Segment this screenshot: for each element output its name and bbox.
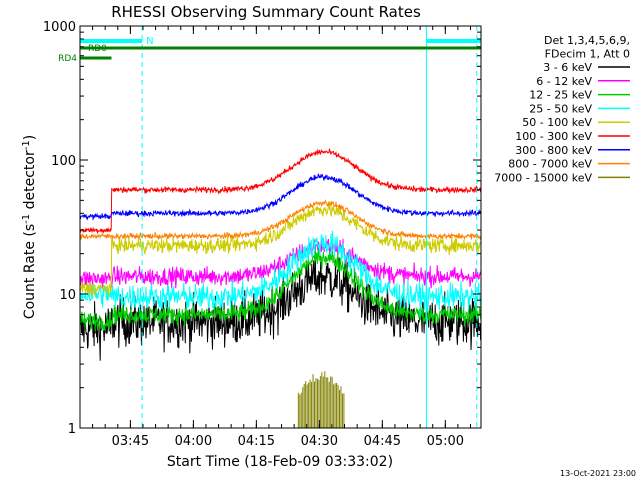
x-tick-label: 04:00 — [175, 434, 212, 449]
plot-frame — [79, 25, 482, 429]
legend-label: 800 - 7000 keV — [508, 158, 592, 171]
axes-layer: 03:45 04:00 04:15 04:30 04:45 05:00 1 10 100 1000 — [43, 20, 481, 449]
series-line-7 — [80, 199, 482, 241]
legend-label: 25 - 50 keV — [529, 102, 592, 115]
y-axis-label-sup: -1 — [21, 140, 32, 150]
y-axis-label-part: ) — [22, 135, 38, 140]
series-line-2 — [79, 245, 482, 333]
legend: Det 1,3,4,5,6,9,FDecim 1, Att 03 - 6 keV… — [494, 34, 630, 184]
series-line-1 — [79, 237, 482, 289]
y-axis-label-sup: -1 — [21, 214, 32, 224]
series-line-6 — [79, 173, 482, 222]
y-axis-label-part: Count Rate (s — [22, 224, 38, 319]
legend-label: 50 - 100 keV — [522, 116, 592, 129]
x-tick-label: 04:45 — [364, 434, 401, 449]
legend-label: 6 - 12 keV — [536, 75, 592, 88]
legend-label: 100 - 300 keV — [515, 130, 592, 143]
x-tick-label: 05:00 — [427, 434, 464, 449]
legend-header: FDecim 1, Att 0 — [545, 48, 630, 61]
legend-label: 3 - 6 keV — [543, 61, 592, 74]
y-tick-label: 1000 — [43, 20, 76, 35]
series-line-3 — [79, 230, 482, 317]
y-tick-label: 1 — [68, 422, 76, 437]
y-tick-label: 100 — [51, 154, 76, 169]
x-tick-label: 04:15 — [238, 434, 275, 449]
x-tick-label: 04:30 — [301, 434, 338, 449]
legend-label: 7000 - 15000 keV — [494, 171, 592, 184]
night-flag-label: N — [146, 36, 153, 47]
y-tick-label: 10 — [59, 288, 76, 303]
flags-layer: N RD0 RD4 — [58, 26, 481, 428]
x-axis-label: Start Time (18-Feb-09 03:33:02) — [167, 454, 393, 470]
series-line-4 — [79, 201, 482, 297]
legend-header: Det 1,3,4,5,6,9, — [544, 34, 630, 47]
chart-title: RHESSI Observing Summary Count Rates — [111, 3, 421, 21]
y-axis-label: Count Rate (s-1 detector-1) — [21, 135, 38, 319]
y-axis-label-part: detector — [22, 150, 38, 214]
series-line-5 — [79, 148, 482, 235]
rd0-flag-label: RD0 — [88, 44, 107, 54]
legend-label: 300 - 800 keV — [515, 144, 592, 157]
rd4-flag-label: RD4 — [58, 54, 77, 64]
series-layer — [79, 148, 482, 428]
legend-label: 12 - 25 keV — [529, 89, 592, 102]
x-tick-label: 03:45 — [112, 434, 149, 449]
footer-date: 13-Oct-2021 23:00 — [560, 469, 636, 478]
